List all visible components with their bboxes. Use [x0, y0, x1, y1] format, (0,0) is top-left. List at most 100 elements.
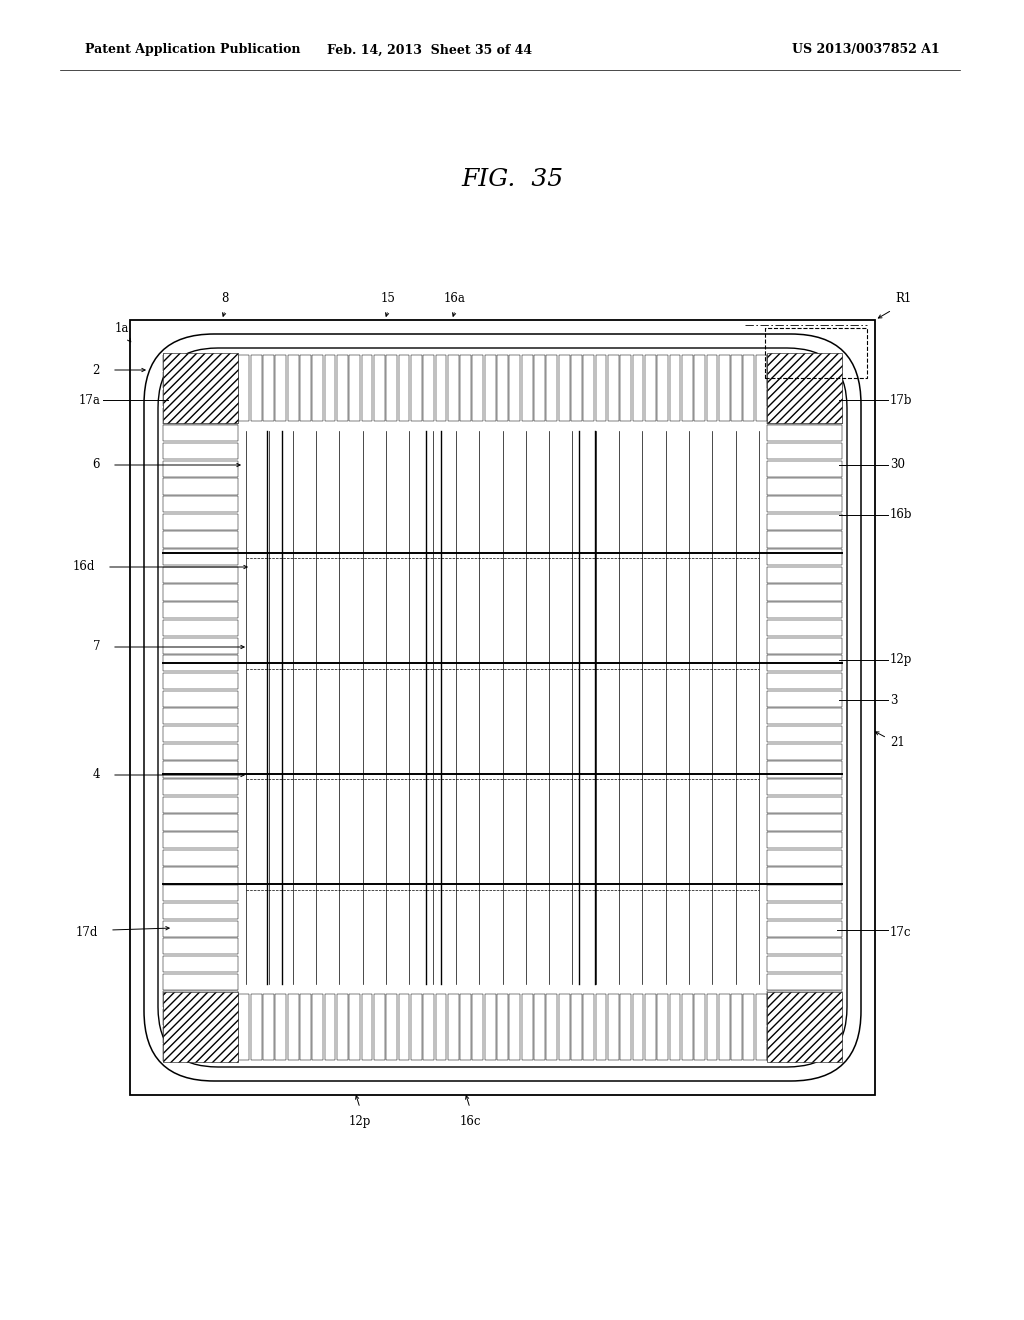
Bar [163, 532, 238, 548]
Text: 30: 30 [890, 458, 905, 471]
Bar [163, 690, 238, 706]
Bar [163, 920, 238, 937]
Bar [767, 444, 842, 459]
Bar [767, 655, 842, 672]
Bar [767, 850, 842, 866]
Bar [768, 994, 779, 1060]
Bar [163, 903, 238, 919]
Bar [756, 355, 767, 421]
Bar [163, 389, 238, 407]
Bar [657, 994, 668, 1060]
Bar [361, 355, 373, 421]
Bar [608, 355, 618, 421]
Bar [694, 994, 705, 1060]
Bar [596, 994, 606, 1060]
Bar [767, 620, 842, 636]
Bar [767, 832, 842, 849]
Bar [767, 939, 842, 954]
Bar [251, 994, 261, 1060]
Bar [767, 1027, 842, 1043]
Bar [767, 496, 842, 512]
Bar [460, 355, 471, 421]
Bar [163, 1008, 238, 1026]
Bar [163, 638, 238, 653]
Bar [163, 850, 238, 866]
Text: 16b: 16b [890, 508, 912, 521]
Bar [163, 974, 238, 990]
Bar [163, 779, 238, 795]
Bar [767, 408, 842, 424]
Bar [767, 762, 842, 777]
Bar [163, 993, 238, 1063]
Bar [707, 355, 718, 421]
Bar [767, 779, 842, 795]
Bar [163, 956, 238, 972]
Bar [325, 994, 336, 1060]
Bar [163, 832, 238, 849]
Bar [423, 355, 434, 421]
Bar [202, 355, 212, 421]
Bar [163, 372, 238, 388]
Bar [547, 355, 557, 421]
Bar [559, 994, 569, 1060]
Bar [251, 355, 261, 421]
Bar [596, 355, 606, 421]
Bar [398, 355, 410, 421]
Bar [337, 994, 348, 1060]
Bar [767, 886, 842, 902]
Bar [559, 355, 569, 421]
Text: Patent Application Publication: Patent Application Publication [85, 44, 300, 57]
Bar [793, 355, 804, 421]
Bar [263, 355, 273, 421]
Bar [497, 994, 508, 1060]
Bar [398, 994, 410, 1060]
Bar [163, 1044, 238, 1060]
Text: 2: 2 [92, 363, 100, 376]
Bar [165, 994, 175, 1060]
Bar [263, 994, 273, 1060]
Bar [621, 355, 631, 421]
Bar [411, 994, 422, 1060]
Bar [731, 355, 742, 421]
Bar [829, 355, 841, 421]
Bar [163, 709, 238, 725]
Bar [509, 994, 520, 1060]
Bar [484, 994, 496, 1060]
Bar [435, 355, 446, 421]
Bar [163, 620, 238, 636]
Bar [177, 355, 187, 421]
Bar [767, 867, 842, 883]
Bar [743, 355, 755, 421]
Bar [521, 994, 532, 1060]
Text: 15: 15 [381, 292, 395, 305]
Bar [435, 994, 446, 1060]
Bar [163, 425, 238, 441]
Bar [633, 355, 643, 421]
Bar [226, 994, 237, 1060]
Bar [767, 814, 842, 830]
Bar [682, 994, 692, 1060]
Bar [163, 939, 238, 954]
Bar [361, 994, 373, 1060]
Bar [767, 549, 842, 565]
Bar [645, 994, 655, 1060]
Bar [163, 585, 238, 601]
Bar [163, 743, 238, 760]
Bar [374, 994, 385, 1060]
Bar [767, 372, 842, 388]
Bar [189, 994, 200, 1060]
Bar [349, 355, 360, 421]
Text: 12p: 12p [890, 653, 912, 667]
Text: Feb. 14, 2013  Sheet 35 of 44: Feb. 14, 2013 Sheet 35 of 44 [328, 44, 532, 57]
Bar [349, 994, 360, 1060]
Bar [584, 355, 594, 421]
Bar [163, 513, 238, 529]
Bar [707, 994, 718, 1060]
Bar [300, 355, 311, 421]
Text: 21: 21 [890, 735, 905, 748]
Bar [767, 993, 842, 1063]
Bar [767, 425, 842, 441]
Bar [226, 355, 237, 421]
Bar [767, 1008, 842, 1026]
Bar [805, 355, 816, 421]
